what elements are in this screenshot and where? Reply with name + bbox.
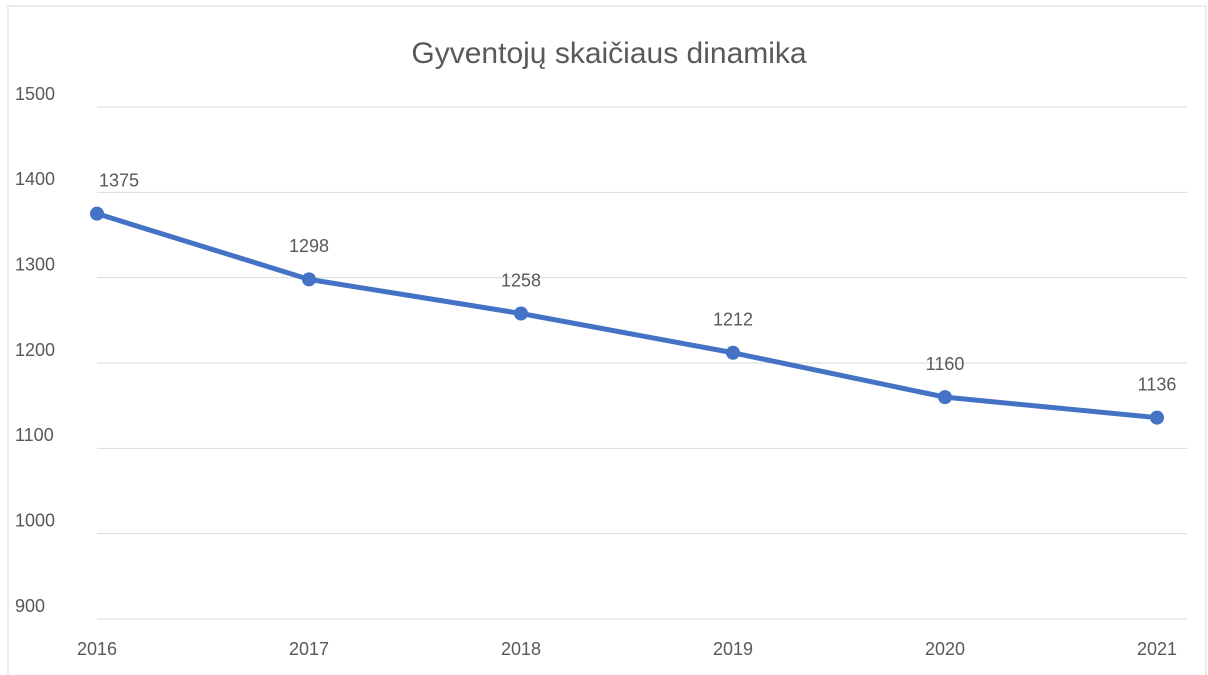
x-tick-label: 2021 [1137,639,1177,659]
chart-border [7,5,1207,675]
data-point [90,206,104,221]
data-label: 1258 [501,270,541,290]
x-tick-label: 2020 [925,639,965,659]
y-tick-label: 1500 [15,84,55,104]
data-point [726,345,740,360]
data-point [1150,410,1164,425]
y-tick-label: 900 [15,596,45,616]
data-point [938,390,952,405]
y-tick-label: 1200 [15,340,55,360]
data-label: 1298 [289,236,329,256]
chart-title: Gyventojų skaičiaus dinamika [411,37,807,70]
y-tick-label: 1100 [15,425,54,445]
series-line [96,211,1158,421]
data-point [302,272,316,287]
x-tick-label: 2017 [289,639,329,659]
x-tick-label: 2016 [77,639,117,659]
data-point [514,306,528,321]
x-tick-label: 2019 [713,639,753,659]
y-tick-label: 1000 [15,510,55,530]
data-label: 1375 [99,170,139,190]
data-label: 1136 [1138,374,1177,394]
y-tick-label: 1400 [15,169,55,189]
x-tick-label: 2018 [501,639,541,659]
y-tick-label: 1300 [15,254,55,274]
data-label: 1160 [926,354,965,374]
data-label: 1212 [713,310,753,330]
